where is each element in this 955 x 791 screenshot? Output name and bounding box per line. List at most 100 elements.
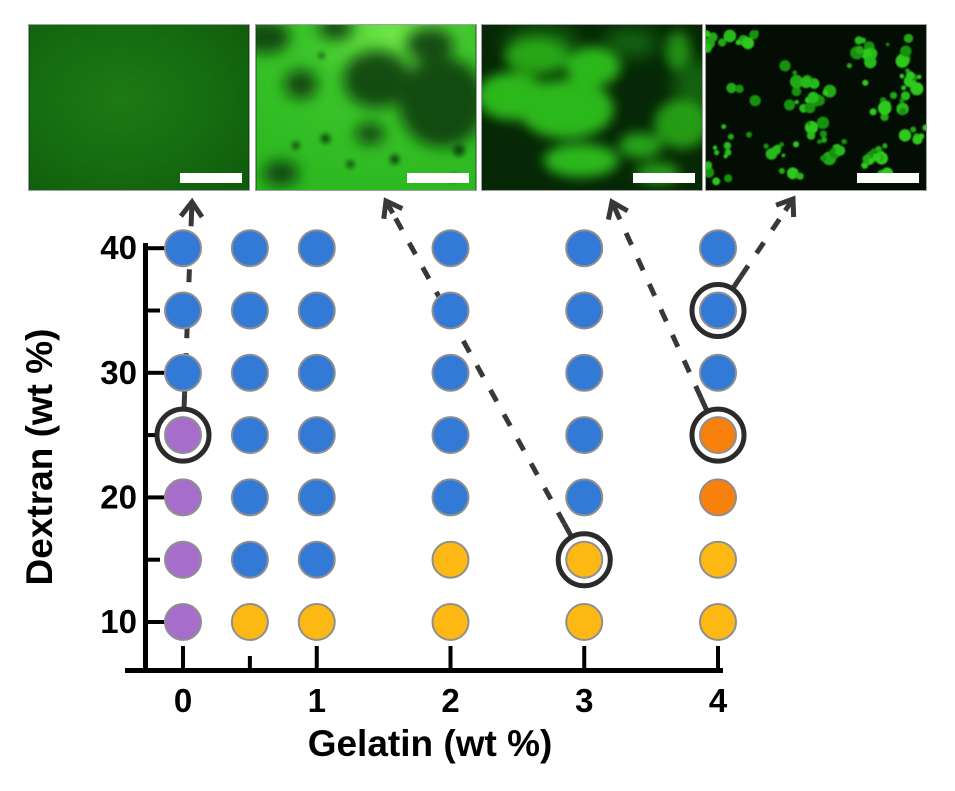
droplet [846, 62, 853, 69]
y-major-tick [148, 246, 168, 251]
x-tick-label: 1 [308, 682, 326, 719]
scale-bar [180, 173, 242, 183]
droplet [807, 122, 811, 126]
x-major-tick [716, 646, 720, 668]
droplet [903, 33, 914, 43]
droplet [800, 76, 812, 89]
droplet [749, 94, 761, 107]
data-point [297, 603, 336, 641]
droplet [882, 143, 888, 149]
fluorescence-image-4 [705, 24, 927, 191]
droplet [868, 158, 874, 164]
droplet [822, 89, 829, 96]
x-axis-label: Gelatin (wt %) [308, 723, 553, 764]
data-points [164, 229, 737, 641]
scale-bar [857, 173, 919, 183]
droplet [890, 91, 898, 100]
scale-bar [407, 173, 469, 183]
data-point [164, 416, 202, 455]
droplet [821, 136, 828, 143]
droplet [869, 108, 877, 116]
droplet [724, 174, 733, 183]
x-tick-label: 4 [709, 682, 728, 719]
y-minor-tick [148, 433, 160, 438]
droplet [860, 37, 866, 44]
droplet [712, 177, 721, 186]
droplet [862, 79, 869, 86]
droplet [741, 37, 755, 50]
data-point [565, 416, 604, 455]
droplet [778, 167, 785, 174]
droplet [779, 60, 791, 72]
droplet [855, 45, 864, 54]
droplet [871, 148, 876, 154]
data-point [164, 478, 202, 517]
y-major-tick [148, 495, 168, 500]
droplet [900, 91, 911, 101]
data-point [699, 478, 737, 517]
droplet [899, 98, 905, 104]
droplet [727, 133, 734, 140]
data-point [431, 353, 470, 392]
droplet [723, 154, 728, 159]
y-axis-label: Dextran (wt %) [19, 329, 60, 586]
data-point [565, 291, 604, 330]
data-point [431, 291, 470, 330]
data-point [297, 478, 336, 517]
droplet [910, 126, 917, 133]
droplet [763, 143, 769, 149]
droplet [708, 32, 718, 42]
droplet [792, 141, 800, 148]
droplet [706, 167, 715, 178]
droplet [922, 124, 926, 131]
droplet [749, 29, 759, 40]
droplet [877, 101, 892, 115]
data-point [230, 478, 269, 517]
arrow-dashed-line [389, 210, 567, 526]
droplet [781, 153, 786, 158]
x-tick-label: 3 [575, 682, 593, 719]
x-major-tick [181, 646, 185, 668]
data-point [297, 229, 336, 268]
axes: 0 1 2 3 4 10 20 30 40 [100, 229, 728, 719]
data-point [164, 540, 202, 579]
y-axis-line [143, 243, 148, 673]
y-tick-label: 30 [100, 354, 137, 391]
x-tick-label: 2 [441, 682, 459, 719]
droplet [918, 133, 925, 140]
droplet [713, 149, 720, 156]
droplet [905, 71, 915, 80]
droplet [820, 155, 827, 162]
arrow-dashed-line [738, 207, 789, 278]
droplet [895, 54, 909, 68]
micrograph-3 [482, 25, 702, 190]
droplet [806, 131, 816, 140]
droplet [712, 145, 718, 150]
y-tick-label: 10 [100, 603, 137, 640]
droplet [905, 68, 910, 74]
data-point [565, 603, 604, 641]
droplet [706, 30, 711, 38]
droplet [721, 124, 727, 130]
droplet [816, 116, 830, 130]
x-tick-label: 0 [174, 682, 192, 719]
droplet [723, 141, 732, 150]
data-point [164, 229, 202, 268]
droplet [885, 42, 890, 47]
data-point [699, 229, 737, 268]
data-point [565, 353, 604, 392]
micrograph-1 [29, 25, 249, 190]
data-point [230, 229, 269, 268]
droplet-texture [706, 29, 926, 186]
data-point [431, 229, 470, 268]
data-point [164, 353, 202, 392]
droplet [875, 145, 882, 153]
data-point [297, 540, 336, 579]
data-point [230, 603, 269, 641]
y-tick-label: 40 [100, 229, 137, 266]
x-major-tick [314, 646, 319, 668]
droplet [789, 74, 804, 89]
data-point [699, 353, 737, 392]
droplet [819, 130, 828, 138]
